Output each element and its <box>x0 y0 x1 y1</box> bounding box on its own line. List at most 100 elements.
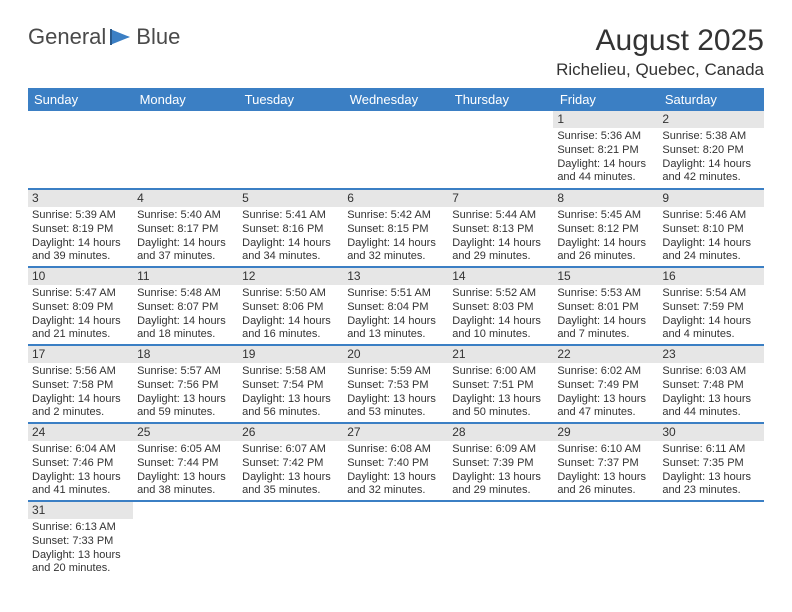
calendar-day: 3Sunrise: 5:39 AMSunset: 8:19 PMDaylight… <box>28 189 133 267</box>
sunrise-line: Sunrise: 5:41 AM <box>242 209 339 223</box>
sunset-line: Sunset: 7:33 PM <box>32 535 129 549</box>
sunrise-line: Sunrise: 5:36 AM <box>557 130 654 144</box>
calendar-empty-cell <box>28 111 133 189</box>
day-number: 18 <box>133 346 238 363</box>
sunset-line: Sunset: 8:15 PM <box>347 223 444 237</box>
calendar-day: 30Sunrise: 6:11 AMSunset: 7:35 PMDayligh… <box>658 423 763 501</box>
sunset-line: Sunset: 7:39 PM <box>452 457 549 471</box>
sunrise-line: Sunrise: 5:45 AM <box>557 209 654 223</box>
day-details: Sunrise: 6:03 AMSunset: 7:48 PMDaylight:… <box>658 363 763 422</box>
day-number: 6 <box>343 190 448 207</box>
weekday-header: Thursday <box>448 88 553 111</box>
calendar-day: 23Sunrise: 6:03 AMSunset: 7:48 PMDayligh… <box>658 345 763 423</box>
calendar-day: 12Sunrise: 5:50 AMSunset: 8:06 PMDayligh… <box>238 267 343 345</box>
calendar-empty-cell <box>658 501 763 579</box>
day-number: 22 <box>553 346 658 363</box>
weekday-header-row: SundayMondayTuesdayWednesdayThursdayFrid… <box>28 88 764 111</box>
day-details: Sunrise: 5:53 AMSunset: 8:01 PMDaylight:… <box>553 285 658 344</box>
day-number: 10 <box>28 268 133 285</box>
day-number: 16 <box>658 268 763 285</box>
day-number: 31 <box>28 502 133 519</box>
calendar-empty-cell <box>343 111 448 189</box>
day-number: 27 <box>343 424 448 441</box>
day-number: 8 <box>553 190 658 207</box>
day-details: Sunrise: 5:47 AMSunset: 8:09 PMDaylight:… <box>28 285 133 344</box>
daylight-line: Daylight: 13 hours and 53 minutes. <box>347 393 444 421</box>
calendar-day: 8Sunrise: 5:45 AMSunset: 8:12 PMDaylight… <box>553 189 658 267</box>
sunrise-line: Sunrise: 5:51 AM <box>347 287 444 301</box>
calendar-day: 11Sunrise: 5:48 AMSunset: 8:07 PMDayligh… <box>133 267 238 345</box>
sunrise-line: Sunrise: 5:46 AM <box>662 209 759 223</box>
day-number: 19 <box>238 346 343 363</box>
calendar-row: 10Sunrise: 5:47 AMSunset: 8:09 PMDayligh… <box>28 267 764 345</box>
calendar-day: 5Sunrise: 5:41 AMSunset: 8:16 PMDaylight… <box>238 189 343 267</box>
day-details: Sunrise: 5:58 AMSunset: 7:54 PMDaylight:… <box>238 363 343 422</box>
title-block: August 2025 Richelieu, Quebec, Canada <box>556 24 764 80</box>
day-number: 7 <box>448 190 553 207</box>
calendar-row: 31Sunrise: 6:13 AMSunset: 7:33 PMDayligh… <box>28 501 764 579</box>
sunset-line: Sunset: 7:35 PM <box>662 457 759 471</box>
sunrise-line: Sunrise: 5:54 AM <box>662 287 759 301</box>
day-number: 29 <box>553 424 658 441</box>
calendar-day: 4Sunrise: 5:40 AMSunset: 8:17 PMDaylight… <box>133 189 238 267</box>
day-number: 11 <box>133 268 238 285</box>
calendar-day: 20Sunrise: 5:59 AMSunset: 7:53 PMDayligh… <box>343 345 448 423</box>
day-number: 24 <box>28 424 133 441</box>
sunrise-line: Sunrise: 6:05 AM <box>137 443 234 457</box>
sunset-line: Sunset: 7:37 PM <box>557 457 654 471</box>
sunrise-line: Sunrise: 6:10 AM <box>557 443 654 457</box>
calendar-row: 17Sunrise: 5:56 AMSunset: 7:58 PMDayligh… <box>28 345 764 423</box>
day-details: Sunrise: 6:08 AMSunset: 7:40 PMDaylight:… <box>343 441 448 500</box>
sunrise-line: Sunrise: 6:13 AM <box>32 521 129 535</box>
calendar-row: 1Sunrise: 5:36 AMSunset: 8:21 PMDaylight… <box>28 111 764 189</box>
calendar-empty-cell <box>133 111 238 189</box>
sunrise-line: Sunrise: 5:39 AM <box>32 209 129 223</box>
sunset-line: Sunset: 7:46 PM <box>32 457 129 471</box>
day-details: Sunrise: 6:00 AMSunset: 7:51 PMDaylight:… <box>448 363 553 422</box>
daylight-line: Daylight: 13 hours and 50 minutes. <box>452 393 549 421</box>
sunset-line: Sunset: 8:01 PM <box>557 301 654 315</box>
sunset-line: Sunset: 7:54 PM <box>242 379 339 393</box>
calendar-body: 1Sunrise: 5:36 AMSunset: 8:21 PMDaylight… <box>28 111 764 579</box>
day-details: Sunrise: 6:09 AMSunset: 7:39 PMDaylight:… <box>448 441 553 500</box>
day-details: Sunrise: 5:42 AMSunset: 8:15 PMDaylight:… <box>343 207 448 266</box>
daylight-line: Daylight: 14 hours and 24 minutes. <box>662 237 759 265</box>
day-details: Sunrise: 5:59 AMSunset: 7:53 PMDaylight:… <box>343 363 448 422</box>
sunrise-line: Sunrise: 5:56 AM <box>32 365 129 379</box>
day-details: Sunrise: 5:51 AMSunset: 8:04 PMDaylight:… <box>343 285 448 344</box>
calendar-empty-cell <box>448 501 553 579</box>
day-details: Sunrise: 6:05 AMSunset: 7:44 PMDaylight:… <box>133 441 238 500</box>
day-details: Sunrise: 5:50 AMSunset: 8:06 PMDaylight:… <box>238 285 343 344</box>
day-number: 5 <box>238 190 343 207</box>
weekday-header: Monday <box>133 88 238 111</box>
sunrise-line: Sunrise: 6:07 AM <box>242 443 339 457</box>
sunrise-line: Sunrise: 5:40 AM <box>137 209 234 223</box>
weekday-header: Friday <box>553 88 658 111</box>
sunset-line: Sunset: 8:19 PM <box>32 223 129 237</box>
calendar-day: 10Sunrise: 5:47 AMSunset: 8:09 PMDayligh… <box>28 267 133 345</box>
calendar-day: 14Sunrise: 5:52 AMSunset: 8:03 PMDayligh… <box>448 267 553 345</box>
daylight-line: Daylight: 14 hours and 7 minutes. <box>557 315 654 343</box>
daylight-line: Daylight: 14 hours and 16 minutes. <box>242 315 339 343</box>
day-details: Sunrise: 6:10 AMSunset: 7:37 PMDaylight:… <box>553 441 658 500</box>
sunrise-line: Sunrise: 5:52 AM <box>452 287 549 301</box>
sunset-line: Sunset: 8:10 PM <box>662 223 759 237</box>
calendar-day: 6Sunrise: 5:42 AMSunset: 8:15 PMDaylight… <box>343 189 448 267</box>
calendar-day: 21Sunrise: 6:00 AMSunset: 7:51 PMDayligh… <box>448 345 553 423</box>
sunrise-line: Sunrise: 5:53 AM <box>557 287 654 301</box>
sunset-line: Sunset: 7:40 PM <box>347 457 444 471</box>
sunset-line: Sunset: 7:42 PM <box>242 457 339 471</box>
day-details: Sunrise: 5:36 AMSunset: 8:21 PMDaylight:… <box>553 128 658 187</box>
calendar-day: 13Sunrise: 5:51 AMSunset: 8:04 PMDayligh… <box>343 267 448 345</box>
day-details: Sunrise: 5:52 AMSunset: 8:03 PMDaylight:… <box>448 285 553 344</box>
sunset-line: Sunset: 8:06 PM <box>242 301 339 315</box>
sunrise-line: Sunrise: 6:08 AM <box>347 443 444 457</box>
sunset-line: Sunset: 8:21 PM <box>557 144 654 158</box>
day-number: 1 <box>553 111 658 128</box>
day-number: 26 <box>238 424 343 441</box>
logo-flag-icon <box>108 27 134 47</box>
calendar-day: 18Sunrise: 5:57 AMSunset: 7:56 PMDayligh… <box>133 345 238 423</box>
sunrise-line: Sunrise: 5:38 AM <box>662 130 759 144</box>
day-number: 2 <box>658 111 763 128</box>
calendar-empty-cell <box>448 111 553 189</box>
